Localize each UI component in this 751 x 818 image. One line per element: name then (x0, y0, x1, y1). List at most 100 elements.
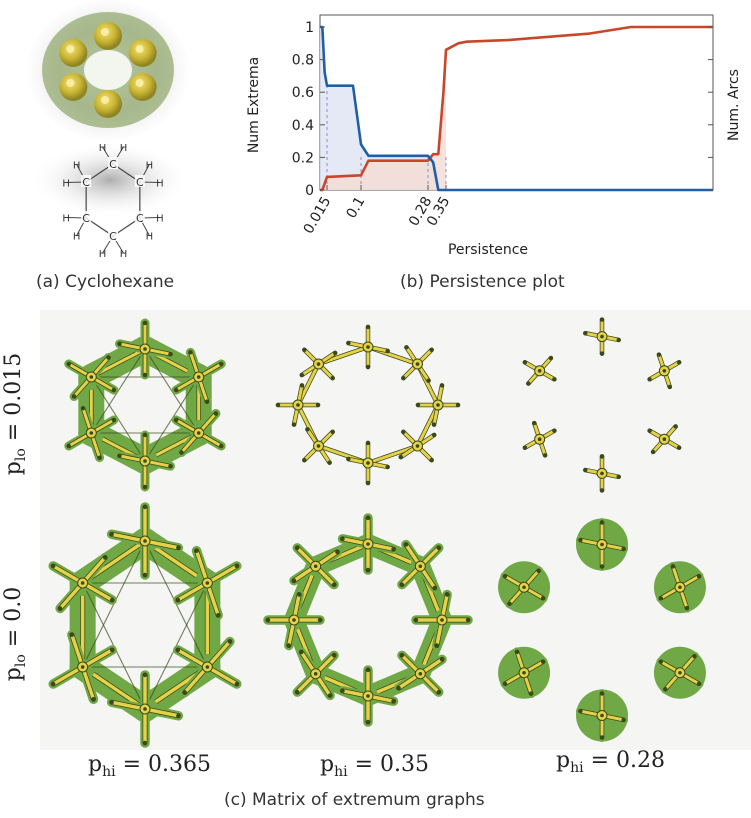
node-arm-tip (109, 647, 115, 653)
y-tick-label: 0.6 (292, 85, 314, 101)
node-arm-tip (327, 693, 333, 698)
node-dot (415, 444, 420, 448)
node-arm-tip (670, 564, 676, 569)
node-arm-tip (398, 454, 404, 460)
node-arm-tip (599, 317, 605, 322)
node-arm-tip (365, 719, 371, 725)
node-arm-tip (142, 484, 148, 490)
graph-node (415, 383, 461, 427)
node-arm (176, 581, 210, 602)
graph-node (647, 352, 682, 390)
node-arm-tip (391, 698, 396, 704)
node-arm-tip (552, 428, 557, 433)
node-dot (418, 671, 423, 676)
node-arm-tip (302, 457, 307, 463)
node-arm-tip (302, 347, 307, 353)
node-arm-tip (514, 649, 520, 655)
graph-node (575, 689, 629, 742)
node-arm-tip (91, 697, 96, 702)
node-arm-tip (51, 563, 56, 569)
node-arm-tip (583, 467, 588, 473)
graph-node (411, 589, 473, 651)
node-arm-tip (168, 351, 173, 357)
node-arm-tip (656, 352, 662, 357)
node-arm-tip (616, 337, 621, 343)
node-dot (418, 564, 423, 569)
graph-node (337, 665, 399, 727)
node-dot (196, 431, 201, 435)
graph-node (115, 318, 175, 380)
node-arm-tip (215, 613, 221, 618)
node-arm-tip (365, 567, 371, 573)
hydrogen-label: H (73, 160, 81, 171)
node-arm (58, 581, 85, 611)
caption-a: (a) Cyclohexane (36, 272, 175, 292)
hydrogen-label: H (156, 179, 164, 190)
graph-node (48, 552, 117, 614)
node-dot (440, 618, 444, 622)
graph-node (263, 589, 325, 651)
node-arm-tip (317, 617, 323, 623)
node-dot (296, 403, 300, 407)
graph-node (289, 543, 343, 590)
node-arm-tip (540, 659, 546, 664)
node-arm-tip (365, 515, 371, 521)
node-arm-tip (621, 546, 626, 552)
node-arm-tip (275, 402, 281, 408)
graph-node (500, 566, 548, 609)
node-dot (415, 362, 420, 366)
node-arm (109, 532, 147, 543)
hydrogen-label: H (146, 160, 154, 171)
node-dot (366, 461, 370, 465)
node-arm-tip (51, 681, 56, 687)
molecule-shadow (30, 142, 190, 218)
graph-node (173, 636, 242, 698)
node-arm (176, 648, 210, 669)
carbon-label: C (82, 212, 90, 225)
node-arm-tip (526, 381, 531, 386)
x-tick-label: 0.015 (301, 194, 335, 237)
node-arm-tip (399, 582, 405, 587)
node-arm-tip (179, 450, 184, 455)
graph-r1-c1 (263, 513, 473, 727)
graph-node (48, 630, 117, 704)
graph-node (398, 429, 437, 463)
node-arm-tip (176, 713, 181, 718)
node-arm-tip (69, 632, 75, 637)
node-dot (205, 581, 210, 585)
node-arm (205, 564, 239, 585)
node-arm-tip (658, 659, 664, 664)
node-arm-tip (142, 504, 148, 510)
row-label-0: plo = 0.015 (1, 352, 29, 476)
extrema-series-line (320, 25, 713, 192)
node-dot (436, 403, 440, 407)
graph-r0-c2 (522, 317, 682, 493)
node-arm-tip (404, 345, 409, 350)
node-arm-tip (142, 572, 148, 578)
node-arm-tip (327, 460, 332, 465)
node-arm-tip (234, 681, 239, 687)
node-arm-tip (429, 347, 434, 353)
caption-c: (c) Matrix of extremum graphs (224, 790, 485, 810)
graph-node (583, 454, 621, 493)
node-arm-tip (219, 361, 224, 367)
atom-blob (59, 39, 88, 67)
node-arm-tip (432, 585, 437, 591)
graph-r1-c0 (48, 502, 242, 748)
node-arm-tip (399, 653, 405, 658)
node-arm-tip (117, 341, 122, 347)
left-axis-label: Num Extrema (246, 57, 262, 153)
graph-r0-c0 (64, 318, 226, 492)
node-dot (366, 542, 370, 546)
node-arm-tip (429, 457, 434, 463)
node-arm-tip (340, 688, 345, 694)
node-arm-tip (57, 606, 63, 611)
carbon-bg (134, 175, 145, 187)
node-arm-tip (213, 411, 219, 416)
node-arm (194, 549, 210, 585)
node-arm-tip (80, 406, 86, 411)
node-arm-tip (173, 417, 179, 423)
graph-node (656, 561, 704, 613)
node-arm-tip (291, 422, 297, 427)
